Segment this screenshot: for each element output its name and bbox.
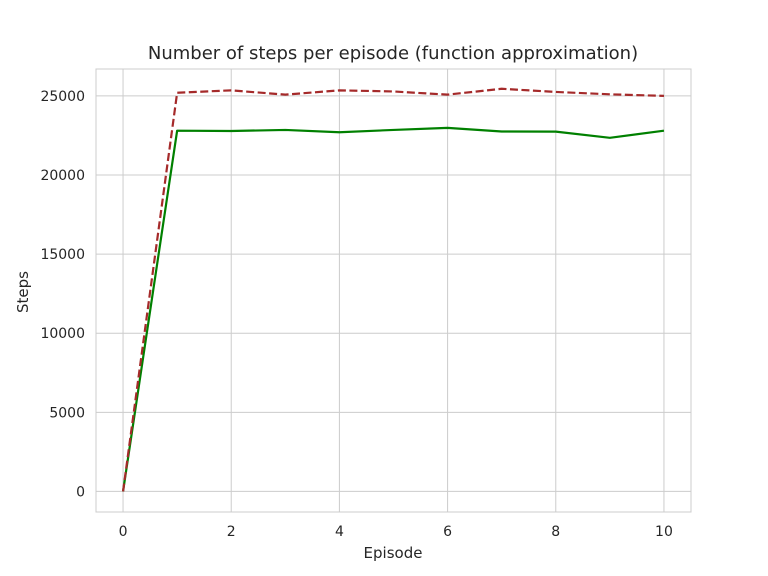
y-axis-label: Steps [14, 271, 32, 313]
x-tick-label: 0 [119, 524, 128, 540]
x-tick-label: 6 [443, 524, 452, 540]
chart-title: Number of steps per episode (function ap… [148, 43, 638, 64]
y-tick-label: 5000 [49, 405, 85, 421]
y-tick-label: 10000 [40, 326, 85, 342]
x-tick-label: 8 [551, 524, 560, 540]
grid [96, 69, 691, 512]
y-tick-label: 20000 [40, 168, 85, 184]
x-tick-label: 2 [227, 524, 236, 540]
plot-frame [95, 68, 692, 513]
x-tick-label: 10 [655, 524, 673, 540]
y-tick-label: 25000 [40, 89, 85, 105]
series-lines [121, 87, 665, 492]
y-tick-label: 0 [76, 484, 85, 500]
series-line-2 [121, 87, 664, 492]
series-line-1 [121, 126, 665, 492]
tick-labels: 0 2 4 6 8 10 0 5000 10000 15000 20000 25000 [40, 89, 672, 540]
y-tick-label: 15000 [40, 247, 85, 263]
x-tick-label: 4 [335, 524, 344, 540]
x-axis-label: Episode [364, 544, 423, 562]
